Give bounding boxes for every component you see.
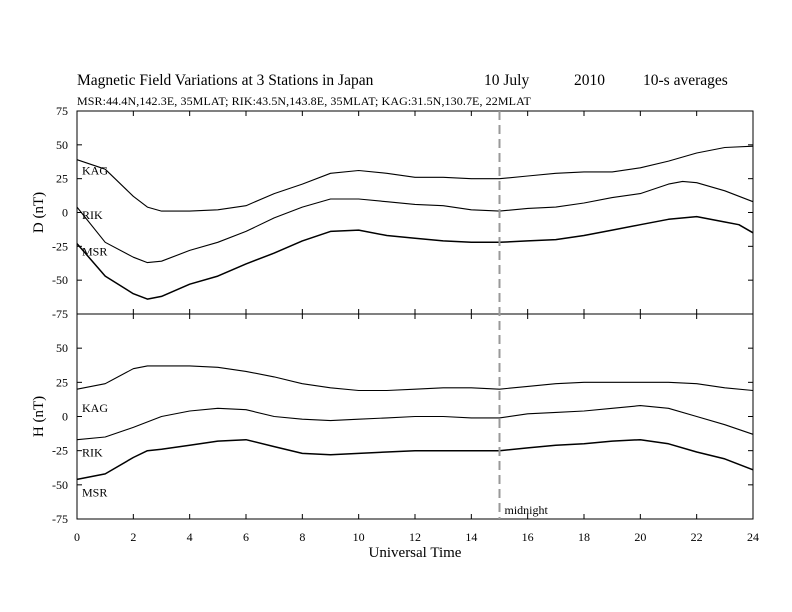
chart-title-averaging: 10-s averages: [643, 72, 728, 89]
panel-h: 50 25 0 -25 -50 -75 H (nT) KAG RIK MSR: [31, 313, 754, 526]
series-line-rik: [76, 405, 754, 441]
series-label-rik: RIK: [82, 208, 103, 222]
series-line-rik: [76, 180, 754, 264]
y-tick-label: -50: [52, 478, 68, 492]
y-tick-label: -25: [52, 239, 68, 253]
series-label-kag: KAG: [82, 401, 108, 415]
panel-d: 75 50 25 0 -25 -50 -75 D (nT) KAG RIK MSR: [31, 104, 754, 321]
y-tick-label: 50: [56, 138, 68, 152]
x-tick-label: 10: [353, 530, 365, 544]
y-tick-label: 0: [62, 410, 68, 424]
x-tick-label: 16: [522, 530, 534, 544]
y-tick-label: -25: [52, 444, 68, 458]
chart-title-year: 2010: [574, 72, 605, 89]
midnight-annotation: midnight: [505, 503, 549, 517]
y-tick-label: -75: [52, 307, 68, 321]
x-tick-label: 14: [465, 530, 477, 544]
series-line-msr: [76, 215, 754, 300]
x-tick-label: 24: [747, 530, 759, 544]
series-line-kag: [76, 145, 754, 212]
x-tick-label: 2: [130, 530, 136, 544]
series-label-msr: MSR: [82, 485, 107, 499]
x-tick-label: 18: [578, 530, 590, 544]
x-axis-label: Universal Time: [369, 545, 462, 561]
x-tick-label: 12: [409, 530, 421, 544]
chart-subtitle: MSR:44.4N,142.3E, 35MLAT; RIK:43.5N,143.…: [77, 94, 531, 108]
panel-frame: [76, 110, 754, 315]
x-tick-label: 0: [74, 530, 80, 544]
y-tick-label: 75: [56, 104, 68, 118]
chart-title-date: 10 July: [484, 72, 530, 89]
x-tick-label: 8: [299, 530, 305, 544]
series-label-msr: MSR: [82, 245, 107, 259]
series-label-kag: KAG: [82, 164, 108, 178]
x-tick-label: 22: [691, 530, 703, 544]
y-axis-label: H (nT): [31, 396, 47, 437]
y-tick-label: 25: [56, 172, 68, 186]
series-label-rik: RIK: [82, 446, 103, 460]
series-line-msr: [76, 438, 754, 481]
y-axis-label: D (nT): [31, 192, 47, 233]
chart-title-main: Magnetic Field Variations at 3 Stations …: [77, 72, 374, 89]
y-tick-label: 0: [62, 206, 68, 220]
x-tick-label: 20: [634, 530, 646, 544]
y-tick-label: -50: [52, 273, 68, 287]
x-tick-label: 6: [243, 530, 249, 544]
y-tick-label: 50: [56, 341, 68, 355]
y-tick-label: 25: [56, 375, 68, 389]
x-tick-label: 4: [187, 530, 193, 544]
series-line-kag: [76, 365, 754, 392]
y-tick-label: -75: [52, 512, 68, 526]
